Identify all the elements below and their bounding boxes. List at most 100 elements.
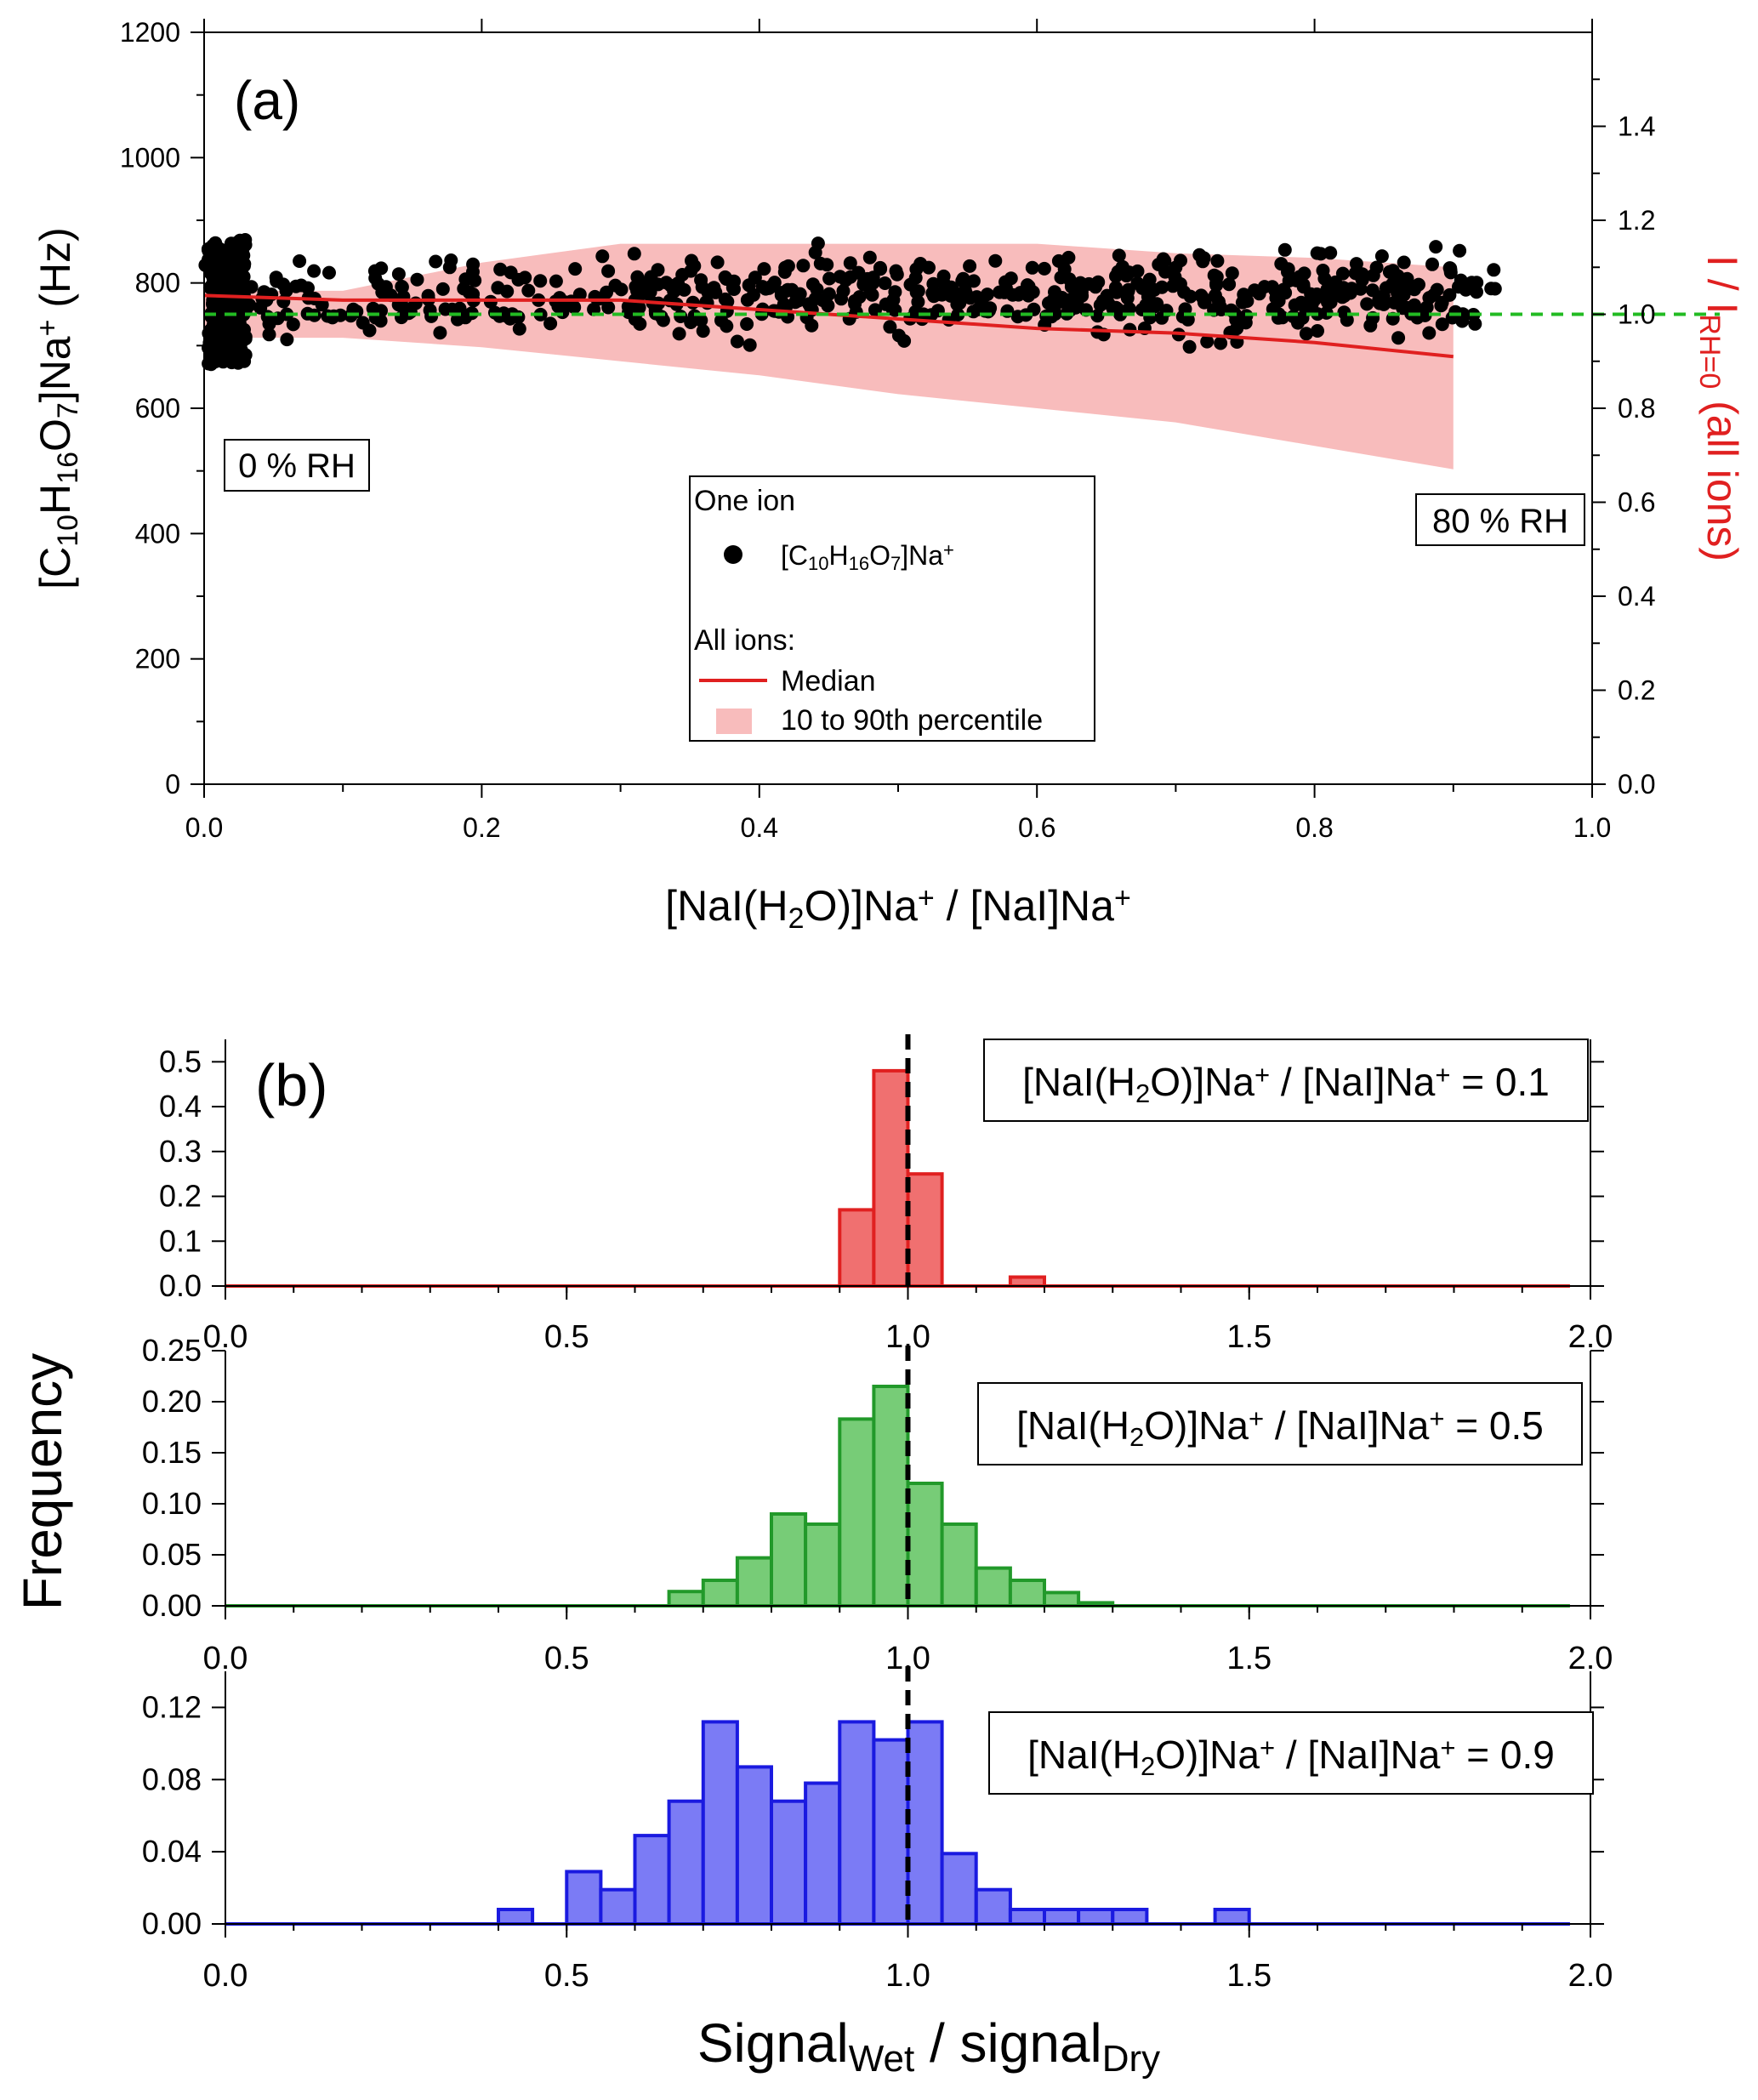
scatter-point bbox=[862, 250, 877, 265]
y-tick-label: 400 bbox=[135, 518, 180, 549]
scatter-point bbox=[315, 298, 329, 312]
histogram-bar bbox=[701, 1720, 739, 1926]
scatter-point bbox=[1373, 296, 1387, 310]
scatter-point bbox=[851, 265, 866, 280]
x-tick-label: 2.0 bbox=[1568, 1958, 1613, 1994]
y-tick-label: 200 bbox=[135, 644, 180, 674]
histogram-bar bbox=[838, 1720, 876, 1926]
y-tick-label: 0.00 bbox=[142, 1906, 202, 1941]
scatter-point bbox=[1025, 260, 1039, 275]
scatter-point bbox=[686, 295, 700, 310]
scatter-point bbox=[630, 304, 645, 319]
scatter-point bbox=[672, 327, 686, 341]
scatter-point bbox=[608, 278, 623, 293]
scatter-point bbox=[687, 259, 702, 273]
y2-tick-label: 1.4 bbox=[1618, 111, 1655, 142]
x-tick-label: 0.0 bbox=[185, 812, 223, 843]
scatter-point bbox=[533, 274, 548, 288]
histogram-bar bbox=[667, 1590, 705, 1608]
scatter-point bbox=[225, 295, 239, 310]
scatter-point bbox=[1155, 280, 1169, 294]
scatter-point bbox=[813, 256, 828, 270]
y-tick-label: 0.2 bbox=[159, 1179, 202, 1214]
y-tick-label: 0.15 bbox=[142, 1435, 202, 1470]
scatter-point bbox=[1323, 246, 1338, 260]
histogram-bar bbox=[906, 1172, 944, 1288]
scatter-point bbox=[1443, 265, 1458, 280]
scatter-point bbox=[1422, 291, 1437, 305]
scatter-point bbox=[1435, 295, 1449, 310]
scatter-point bbox=[822, 271, 837, 286]
scatter-point bbox=[234, 337, 247, 351]
histogram-bar bbox=[804, 1781, 842, 1926]
scatter-point bbox=[356, 316, 370, 330]
scatter-point bbox=[757, 262, 771, 276]
scatter-point bbox=[873, 260, 887, 275]
y2-tick-label: 1.0 bbox=[1618, 299, 1655, 330]
y-axis-title-left: [C10H16O7]Na+ (Hz) bbox=[31, 227, 84, 589]
y-tick-label: 1200 bbox=[120, 17, 180, 48]
scatter-point bbox=[1225, 266, 1239, 281]
scatter-point bbox=[1374, 249, 1389, 264]
scatter-point bbox=[1044, 310, 1059, 324]
scatter-point bbox=[805, 277, 820, 292]
scatter-point bbox=[1177, 285, 1192, 299]
scatter-point bbox=[373, 314, 388, 328]
x-tick-label: 1.5 bbox=[1226, 1641, 1272, 1676]
scatter-point bbox=[1272, 293, 1286, 308]
scatter-point bbox=[1197, 251, 1211, 265]
x-tick-label: 0.5 bbox=[544, 1319, 589, 1355]
histogram-bar bbox=[974, 1887, 1012, 1926]
scatter-point bbox=[674, 310, 688, 323]
scatter-point bbox=[269, 270, 283, 285]
y2-tick-label: 0.6 bbox=[1618, 487, 1655, 518]
scatter-point bbox=[1320, 287, 1334, 302]
scatter-point bbox=[230, 236, 244, 250]
y-tick-label: 0.5 bbox=[159, 1044, 202, 1078]
scatter-point bbox=[1413, 305, 1427, 320]
legend-title-one: One ion bbox=[694, 485, 795, 517]
scatter-point bbox=[633, 316, 647, 331]
scatter-point bbox=[207, 350, 221, 365]
scatter-point bbox=[1238, 316, 1253, 330]
scatter-point bbox=[998, 285, 1012, 299]
scatter-point bbox=[301, 281, 315, 295]
y-tick-label: 0.1 bbox=[159, 1223, 202, 1258]
scatter-point bbox=[429, 254, 443, 269]
y-tick-label: 0.04 bbox=[142, 1834, 202, 1869]
scatter-point bbox=[1319, 305, 1334, 320]
scatter-point bbox=[1422, 326, 1437, 340]
scatter-point bbox=[1454, 273, 1468, 287]
scatter-point bbox=[883, 320, 897, 334]
scatter-point bbox=[262, 316, 276, 331]
histogram-b3: 0.00 0.04 0.08 0.12 0.0 0.5 1.0 1.5 2.0 [NaI(H2O)… bbox=[142, 1666, 1613, 2080]
x-tick-label: 0.6 bbox=[1018, 812, 1055, 843]
scatter-point bbox=[1237, 287, 1251, 302]
series-label: [NaI(H2O)]Na+ / [NaI]Na+ = 0.5 bbox=[1016, 1403, 1544, 1452]
scatter-point bbox=[1100, 288, 1114, 303]
scatter-point bbox=[198, 258, 213, 272]
scatter-point bbox=[1435, 317, 1449, 332]
scatter-point bbox=[1175, 310, 1190, 324]
y-tick-label: 0.10 bbox=[142, 1486, 202, 1521]
scatter-point bbox=[213, 243, 227, 258]
scatter-point bbox=[1064, 280, 1078, 294]
scatter-point bbox=[204, 310, 219, 324]
scatter-point bbox=[1311, 324, 1324, 338]
scatter-point bbox=[368, 271, 383, 285]
series-label: [NaI(H2O)]Na+ / [NaI]Na+ = 0.1 bbox=[1022, 1060, 1550, 1108]
histogram-bar bbox=[974, 1566, 1012, 1608]
scatter-point bbox=[458, 272, 473, 287]
histogram-b1: 0.00.10.20.30.40.50.0 0.5 1.0 1.5 2.0[NaI(H2… bbox=[159, 1034, 1613, 1355]
histogram-bar bbox=[906, 1482, 944, 1608]
x-axis-title-a: [NaI(H2O)]Na+ / [NaI]Na+ bbox=[665, 882, 1131, 935]
scatter-point bbox=[493, 262, 508, 276]
scatter-point bbox=[889, 264, 903, 278]
scatter-point bbox=[863, 286, 878, 300]
scatter-point bbox=[1222, 277, 1237, 292]
scatter-point bbox=[1122, 301, 1136, 316]
scatter-point bbox=[740, 317, 754, 331]
scatter-point bbox=[943, 288, 958, 303]
histogram-bar bbox=[701, 1579, 739, 1608]
